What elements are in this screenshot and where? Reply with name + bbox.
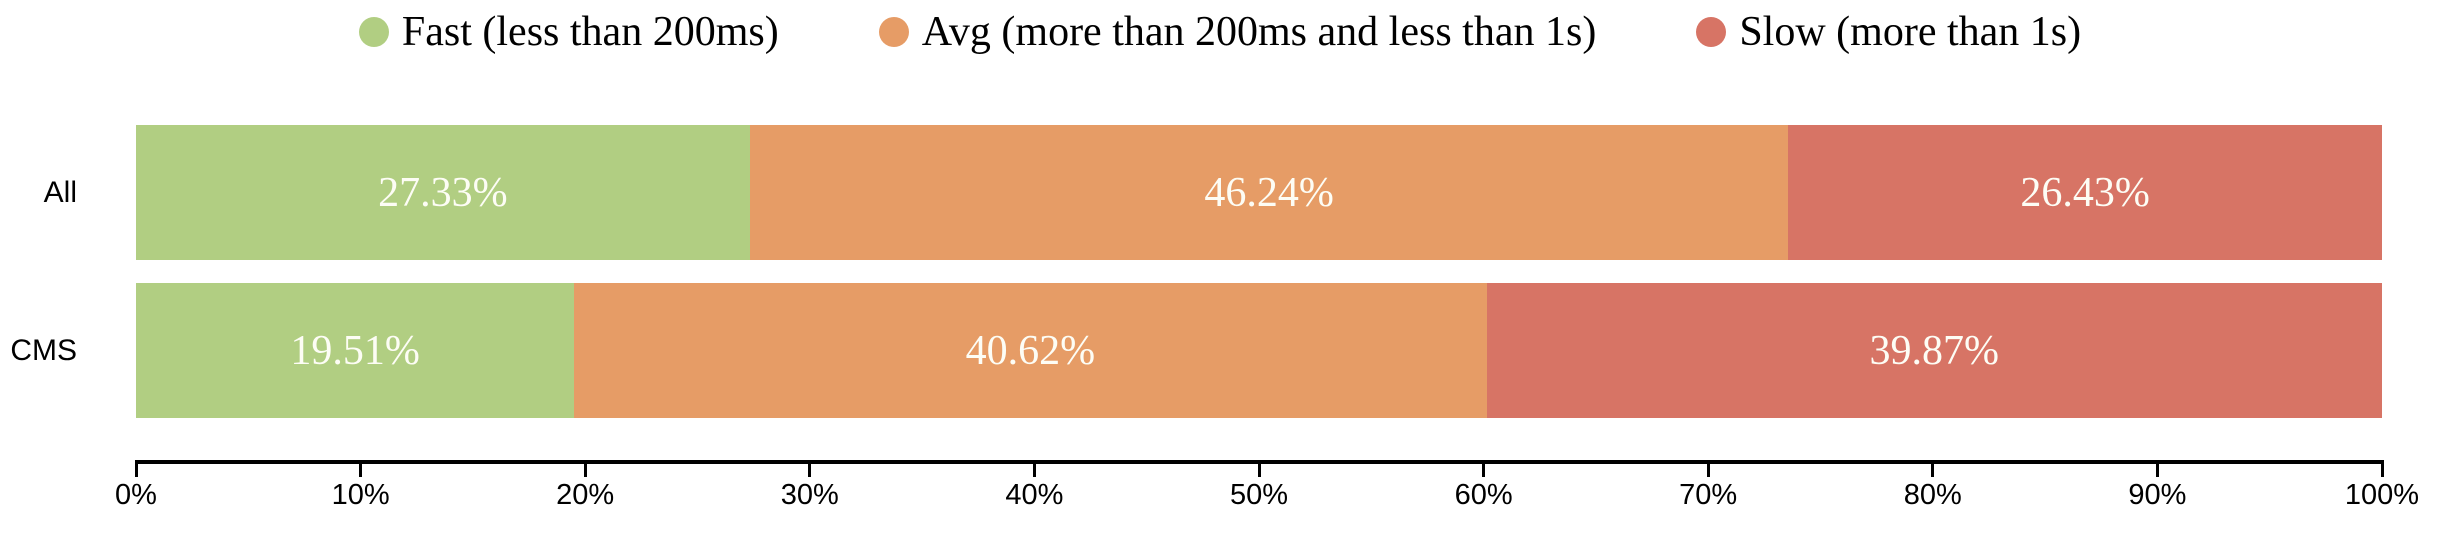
axis-tick bbox=[359, 460, 363, 477]
value-label-all-slow: 26.43% bbox=[2020, 169, 2150, 216]
axis-tick-label: 70% bbox=[1679, 479, 1738, 511]
bar-row-cms: 19.51% 40.62% 39.87% bbox=[136, 283, 2382, 418]
axis-tick bbox=[1032, 460, 1036, 477]
value-label-all-fast: 27.33% bbox=[378, 169, 508, 216]
bar-segment-all-slow[interactable]: 26.43% bbox=[1788, 125, 2382, 260]
value-label-cms-avg: 40.62% bbox=[965, 327, 1096, 374]
chart-legend: Fast (less than 200ms) Avg (more than 200… bbox=[0, 0, 2440, 64]
axis-tick-label: 50% bbox=[1229, 479, 1289, 511]
axis-tick bbox=[1931, 460, 1935, 477]
legend-label-fast: Fast (less than 200ms) bbox=[401, 9, 779, 55]
axis-tick-label: 20% bbox=[556, 479, 615, 511]
value-label-all-avg: 46.24% bbox=[1204, 169, 1334, 216]
axis-tick-label: 40% bbox=[1005, 479, 1064, 511]
axis-tick-label: 30% bbox=[780, 479, 839, 511]
axis-tick bbox=[2155, 460, 2159, 477]
legend-item-avg[interactable]: Avg (more than 200ms and less than 1s) bbox=[878, 9, 1597, 55]
axis-tick bbox=[134, 460, 138, 477]
bar-segment-cms-slow[interactable]: 39.87% bbox=[1486, 283, 2382, 418]
bar-segment-cms-fast[interactable]: 19.51% bbox=[136, 283, 575, 418]
axis-tick bbox=[808, 460, 812, 477]
category-label-all: All bbox=[43, 175, 77, 209]
axis-tick-label: 10% bbox=[331, 479, 390, 511]
bar-row-all: 27.33% 46.24% 26.43% bbox=[136, 125, 2382, 260]
axis-tick-label: 80% bbox=[1903, 479, 1962, 511]
axis-tick bbox=[1257, 460, 1261, 477]
bar-segment-cms-avg[interactable]: 40.62% bbox=[574, 283, 1487, 418]
category-label-cms: CMS bbox=[10, 333, 77, 367]
value-label-cms-slow: 39.87% bbox=[1869, 327, 1999, 374]
axis-tick bbox=[1706, 460, 1710, 477]
legend-swatch-fast-icon bbox=[358, 17, 389, 47]
axis-tick bbox=[583, 460, 587, 477]
legend-item-fast[interactable]: Fast (less than 200ms) bbox=[358, 9, 779, 55]
bar-segment-all-avg[interactable]: 46.24% bbox=[749, 125, 1789, 260]
axis-tick bbox=[1482, 460, 1486, 477]
axis-tick-label: 100% bbox=[2344, 479, 2420, 511]
legend-item-slow[interactable]: Slow (more than 1s) bbox=[1696, 11, 2081, 53]
legend-label-avg: Avg (more than 200ms and less than 1s) bbox=[921, 9, 1597, 55]
axis-tick-label: 0% bbox=[115, 479, 157, 511]
legend-label-slow: Slow (more than 1s) bbox=[1739, 9, 2082, 55]
legend-swatch-slow-icon bbox=[1696, 17, 1727, 47]
legend-swatch-avg-icon bbox=[878, 17, 909, 47]
axis-tick bbox=[2380, 460, 2384, 477]
bar-segment-all-fast[interactable]: 27.33% bbox=[136, 125, 750, 260]
value-label-cms-fast: 19.51% bbox=[290, 327, 420, 374]
axis-tick-label: 90% bbox=[2128, 479, 2187, 511]
axis-tick-label: 60% bbox=[1454, 479, 1513, 511]
